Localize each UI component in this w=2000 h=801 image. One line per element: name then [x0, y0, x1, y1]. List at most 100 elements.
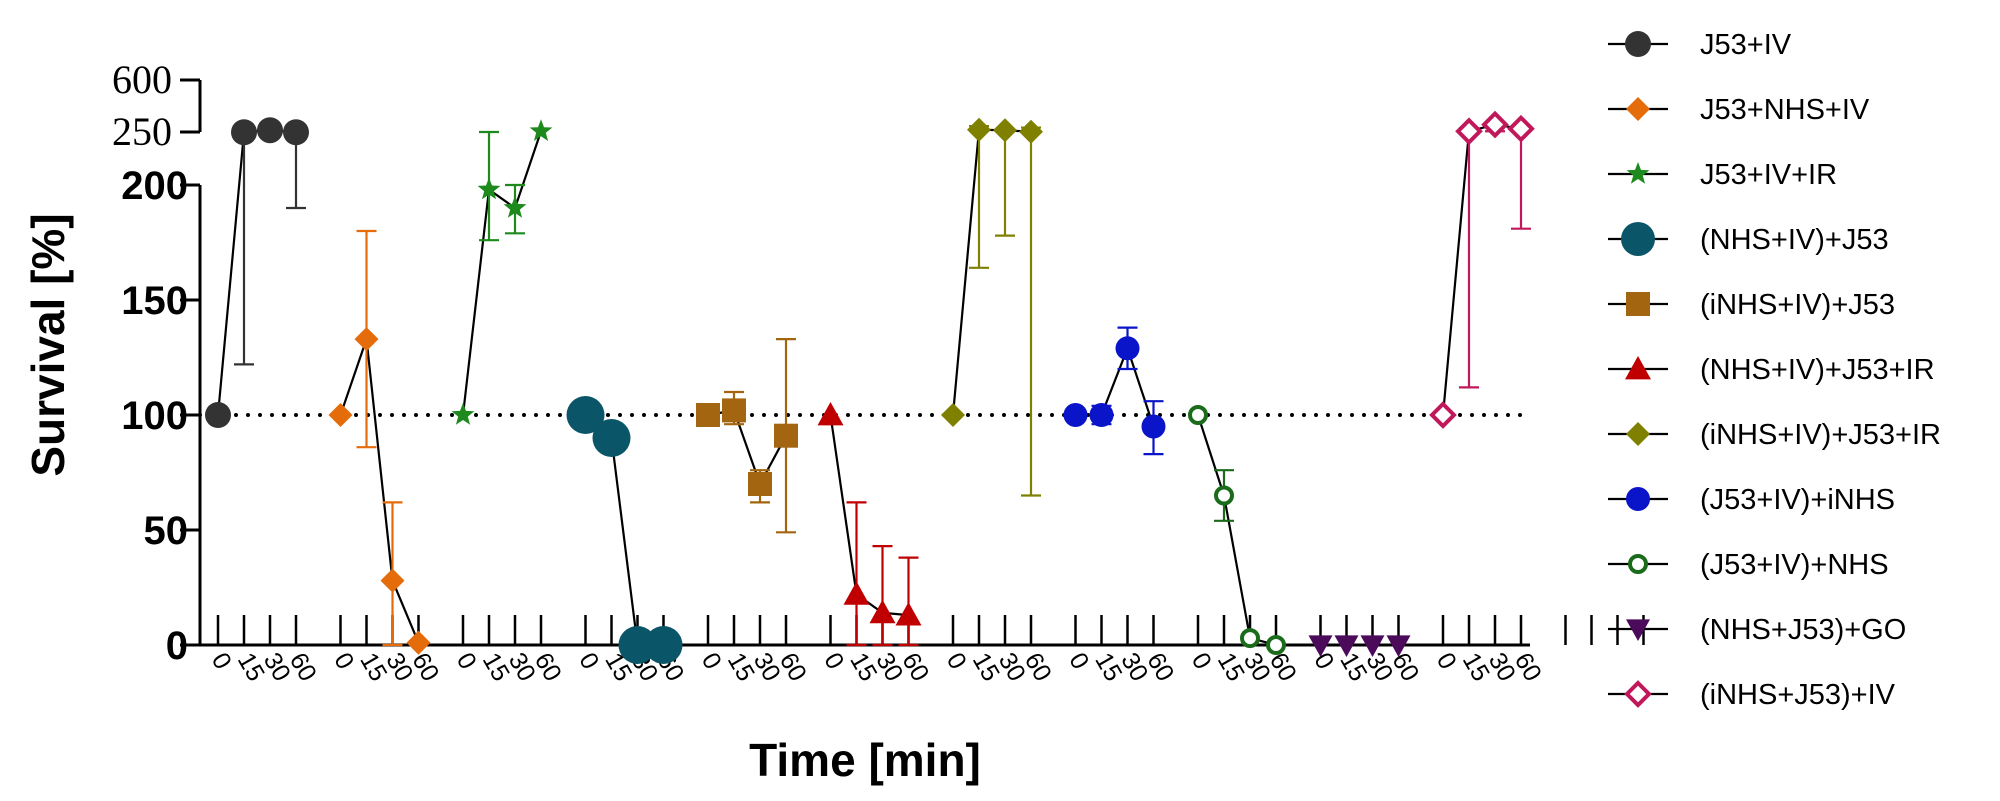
data-point [451, 403, 475, 425]
legend-item: J53+NHS+IV [1608, 94, 1870, 126]
legend-label: J53+NHS+IV [1700, 94, 1870, 126]
x-tick-label-60: 60 [1141, 648, 1179, 686]
series-line [1196, 414, 1277, 647]
data-point [993, 118, 1017, 143]
x-tick-label-60: 60 [896, 648, 934, 686]
series-2 [451, 119, 553, 425]
data-point [1429, 401, 1457, 429]
x-tick-label-60: 60 [284, 648, 322, 686]
data-point [380, 568, 405, 593]
x-tick-label-60: 60 [1509, 648, 1547, 686]
legend-label: (iNHS+J53)+IV [1700, 679, 1896, 711]
legend-item: (iNHS+IV)+J53+IR [1608, 419, 1941, 451]
y-tick-label-600: 600 [112, 57, 172, 102]
legend-item: (iNHS+J53)+IV [1608, 679, 1896, 711]
x-tick-label-60: 60 [774, 648, 812, 686]
data-point [1334, 635, 1359, 657]
data-point [205, 402, 231, 428]
series-4 [696, 338, 798, 534]
data-point [283, 119, 309, 146]
series-8 [1188, 405, 1286, 655]
legend-item: (iNHS+IV)+J53 [1608, 289, 1895, 321]
y-tick-label-150: 150 [121, 279, 188, 323]
legend-label: (NHS+IV)+J53 [1700, 224, 1889, 256]
series-line [1441, 123, 1522, 416]
data-point [477, 177, 501, 200]
legend-marker [1626, 487, 1650, 511]
data-point [1240, 628, 1260, 649]
series-3 [566, 396, 683, 664]
legend-item: (NHS+J53)+GO [1608, 614, 1906, 646]
data-point [566, 396, 605, 434]
legend-marker [1626, 162, 1650, 184]
data-point [817, 402, 844, 426]
x-tick-label-60: 60 [1264, 648, 1302, 686]
legend-label: (J53+IV)+iNHS [1700, 484, 1895, 516]
data-point [1019, 119, 1043, 144]
data-point [941, 403, 965, 427]
data-point [1386, 635, 1411, 657]
data-point [328, 403, 353, 427]
legend: J53+IV J53+NHS+IV J53+IV+IR (NHS+IV)+J53 (iN… [1608, 29, 1941, 711]
data-point [231, 119, 257, 146]
data-point [354, 327, 379, 352]
legend-marker [1625, 31, 1651, 57]
series-line [951, 128, 1032, 416]
data-point [774, 423, 798, 448]
series-7 [1063, 326, 1166, 456]
legend-marker [1624, 680, 1652, 708]
data-point [967, 117, 991, 142]
legend-item: (J53+IV)+iNHS [1608, 484, 1895, 516]
legend-label: (NHS+J53)+GO [1700, 614, 1906, 646]
legend-marker [1626, 97, 1650, 121]
data-point [1115, 336, 1140, 361]
series-line [339, 338, 420, 644]
series-9 [1308, 635, 1411, 657]
legend-marker [1626, 619, 1650, 641]
data-point [503, 196, 527, 218]
data-point [1455, 117, 1483, 146]
legend-marker [1626, 422, 1650, 446]
data-point [843, 581, 870, 605]
series-line [1075, 345, 1155, 427]
data-point [618, 626, 657, 664]
data-point [895, 602, 922, 626]
data-point [748, 472, 772, 496]
y-axis-label: Survival [%] [22, 213, 74, 476]
series-line [707, 409, 787, 487]
legend-item: (NHS+IV)+J53+IR [1608, 354, 1935, 386]
data-point [529, 119, 553, 141]
data-point [1214, 485, 1234, 506]
series-line [829, 414, 909, 617]
data-point [696, 403, 720, 427]
y-tick-label-0: 0 [166, 624, 188, 668]
legend-marker [1621, 222, 1655, 256]
series-5 [817, 402, 922, 647]
legend-label: J53+IV [1700, 29, 1792, 61]
data-point [257, 117, 283, 144]
series-line [461, 130, 543, 416]
data-point [644, 626, 683, 664]
data-point [722, 398, 746, 423]
series-10 [1429, 110, 1535, 429]
legend-label: (iNHS+IV)+J53 [1700, 289, 1895, 321]
data-point [1188, 405, 1208, 425]
x-tick-label-60: 60 [1386, 648, 1424, 686]
data-point [1141, 414, 1166, 439]
y-tick-label-100: 100 [121, 394, 188, 438]
data-point [1308, 635, 1333, 657]
legend-marker [1626, 292, 1650, 316]
y-tick-label-250: 250 [112, 109, 172, 154]
legend-label: J53+IV+IR [1700, 159, 1837, 191]
legend-item: (J53+IV)+NHS [1608, 549, 1889, 581]
data-point [1089, 403, 1114, 427]
legend-label: (NHS+IV)+J53+IR [1700, 354, 1935, 386]
data-point [1360, 635, 1385, 657]
legend-label: (J53+IV)+NHS [1700, 549, 1889, 581]
series-0 [205, 117, 309, 428]
series-6 [941, 117, 1043, 497]
data-point [406, 630, 431, 655]
data-point [1481, 110, 1509, 139]
